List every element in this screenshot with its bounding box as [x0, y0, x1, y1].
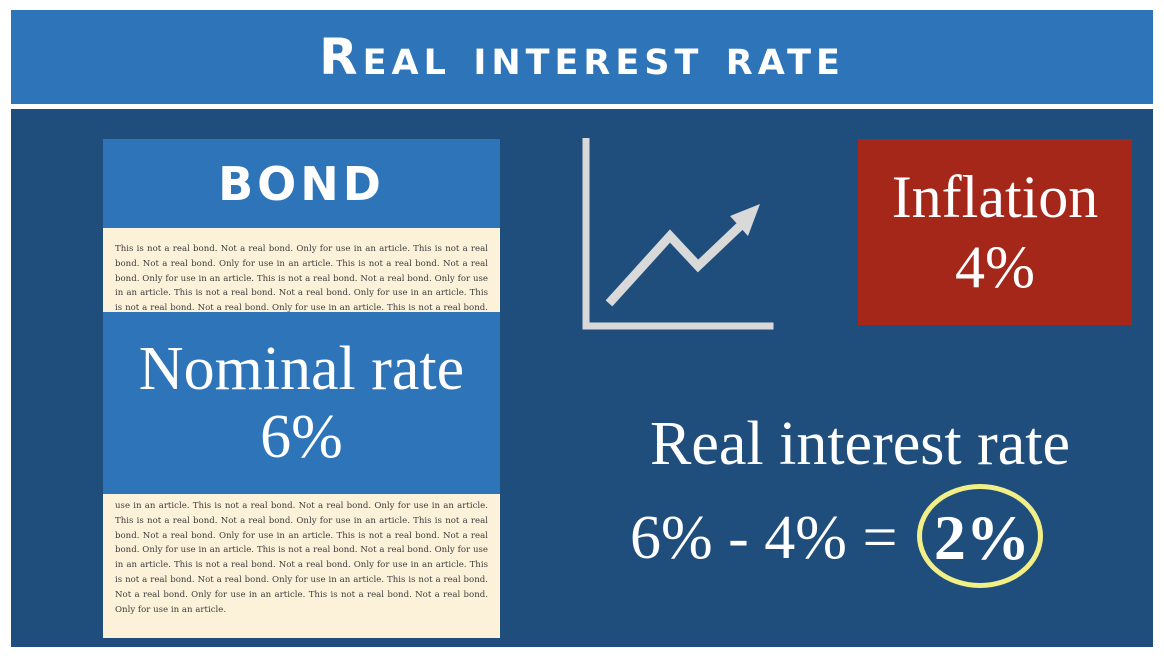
bond-header: BOND [103, 139, 500, 228]
trending-up-icon [582, 138, 774, 330]
highlight-circle [916, 484, 1043, 588]
equation-text: 6% - 4% = [630, 503, 913, 572]
page-title: Real interest rate [319, 28, 845, 86]
result-highlight: 2% [916, 484, 1047, 588]
chart-axes [582, 138, 774, 330]
nominal-rate-label: Nominal rate [138, 335, 465, 403]
bond-fine-print-top: This is not a real bond. Not a real bond… [115, 244, 488, 314]
nominal-rate-box: Nominal rate 6% [103, 312, 500, 494]
title-banner: Real interest rate [11, 10, 1153, 104]
real-rate-equation: 6% - 4% = 2% [630, 484, 1047, 588]
bond-document: BOND This is not a real bond. Not a real… [103, 139, 500, 638]
inflation-value: 4% [955, 234, 1035, 300]
trend-arrow-head [730, 204, 760, 236]
bond-fine-print-bottom: use in an article. This is not a real bo… [115, 501, 488, 615]
real-rate-result: 2% [933, 502, 1030, 573]
real-rate-label: Real interest rate [649, 410, 1070, 478]
nominal-rate-value: 6% [260, 403, 343, 471]
inflation-box: Inflation 4% [858, 139, 1132, 325]
trend-line [605, 221, 745, 307]
bond-title: BOND [218, 156, 385, 211]
inflation-label: Inflation [891, 164, 1099, 230]
